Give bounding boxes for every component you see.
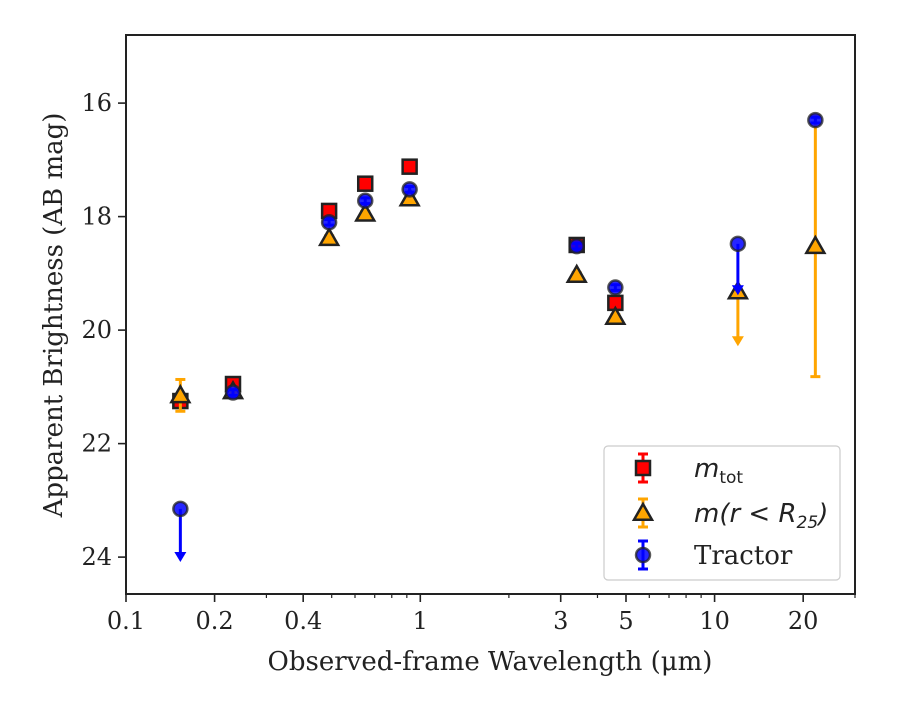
data-point-circle bbox=[356, 192, 374, 209]
data-point-circle bbox=[224, 384, 242, 401]
y-tick-label: 18 bbox=[81, 203, 112, 231]
data-point-triangle bbox=[169, 383, 192, 404]
upper-limit-arrow bbox=[731, 285, 744, 296]
data-point-circle bbox=[401, 181, 418, 198]
x-tick-label: 10 bbox=[699, 607, 730, 635]
data-point-triangle bbox=[604, 305, 627, 326]
legend-marker-square bbox=[634, 459, 652, 477]
legend-marker-triangle bbox=[631, 501, 655, 521]
data-point-triangle bbox=[804, 234, 827, 255]
data-point-circle bbox=[172, 500, 189, 518]
legend-box bbox=[603, 445, 841, 581]
y-axis-label: Apparent Brightness (AB mag) bbox=[39, 113, 69, 519]
x-tick-label: 20 bbox=[788, 607, 819, 635]
axis-ticks: 0.1 0.2 0.4 1 3 5 10 20 16 18 20 22 24 bbox=[81, 89, 856, 635]
data-point-circle bbox=[807, 111, 824, 129]
series-group bbox=[169, 114, 827, 413]
legend-label: m(r < R25) bbox=[694, 499, 828, 533]
legend-marker-circle bbox=[634, 546, 652, 564]
y-tick-label: 20 bbox=[81, 316, 112, 344]
data-point-square bbox=[356, 175, 374, 192]
data-point-triangle bbox=[565, 263, 588, 284]
data-layer bbox=[169, 111, 827, 562]
y-tick-label: 16 bbox=[81, 89, 112, 117]
legend-label: mtot bbox=[694, 454, 743, 488]
data-point-triangle bbox=[317, 226, 341, 247]
x-tick-label: 3 bbox=[553, 607, 568, 635]
data-point-circle bbox=[607, 279, 624, 296]
data-point-circle bbox=[320, 214, 338, 231]
series-group bbox=[172, 158, 624, 410]
data-point-circle bbox=[729, 235, 747, 253]
data-point-circle bbox=[568, 237, 585, 255]
x-tick-label: 0.2 bbox=[196, 607, 234, 635]
series-group bbox=[172, 111, 824, 562]
x-tick-label: 5 bbox=[618, 607, 633, 635]
y-tick-label: 24 bbox=[81, 543, 112, 571]
y-tick-label: 22 bbox=[81, 430, 112, 458]
x-tick-label: 1 bbox=[413, 607, 428, 635]
data-point-triangle bbox=[354, 202, 377, 222]
data-point-square bbox=[401, 158, 418, 175]
x-tick-label: 0.4 bbox=[284, 607, 322, 635]
x-axis-label: Observed-frame Wavelength (μm) bbox=[268, 647, 713, 677]
x-tick-label: 0.1 bbox=[107, 607, 145, 635]
upper-limit-arrow bbox=[174, 551, 187, 562]
legend-label: Tractor bbox=[694, 541, 793, 571]
upper-limit-arrow bbox=[731, 336, 744, 347]
legend: mtot m(r < R25) Tractor bbox=[603, 445, 841, 581]
legend-entries: mtot m(r < R25) Tractor bbox=[631, 452, 828, 571]
plot-frame bbox=[125, 34, 856, 595]
